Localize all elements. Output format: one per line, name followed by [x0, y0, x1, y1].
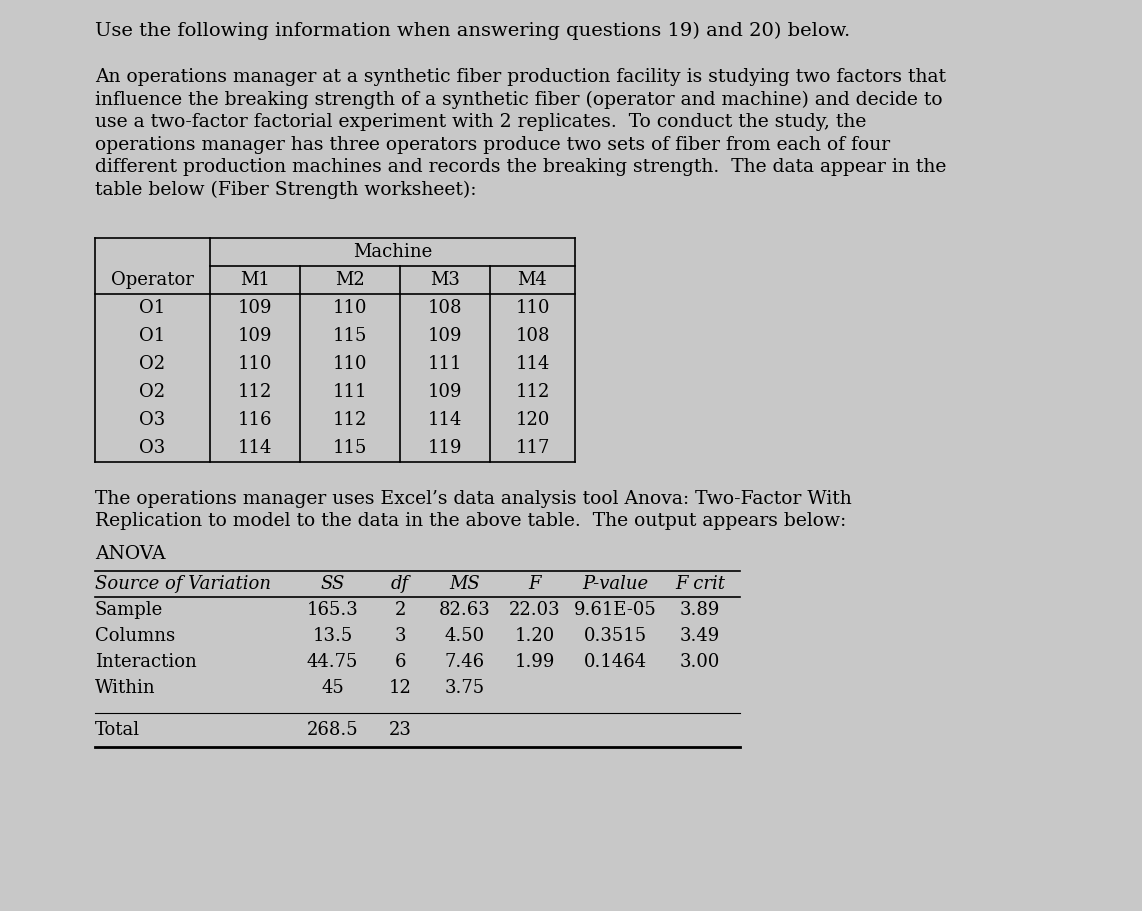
Text: An operations manager at a synthetic fiber production facility is studying two f: An operations manager at a synthetic fib…	[95, 68, 946, 86]
Text: Interaction: Interaction	[95, 653, 196, 671]
Text: F: F	[529, 575, 541, 593]
Text: O1: O1	[139, 299, 166, 317]
Text: M4: M4	[517, 271, 547, 289]
Text: O1: O1	[139, 327, 166, 345]
Text: 44.75: 44.75	[307, 653, 359, 671]
Text: 1.99: 1.99	[515, 653, 555, 671]
Text: use a two-factor factorial experiment with 2 replicates.  To conduct the study, : use a two-factor factorial experiment wi…	[95, 113, 867, 131]
Text: 108: 108	[428, 299, 463, 317]
Text: table below (Fiber Strength worksheet):: table below (Fiber Strength worksheet):	[95, 180, 476, 199]
Text: M3: M3	[431, 271, 460, 289]
Text: Columns: Columns	[95, 627, 175, 645]
Text: 109: 109	[428, 327, 463, 345]
Text: O3: O3	[139, 439, 166, 457]
Text: F crit: F crit	[675, 575, 725, 593]
Text: 115: 115	[332, 327, 368, 345]
Text: 23: 23	[388, 721, 411, 739]
Text: 3.89: 3.89	[679, 601, 721, 619]
Text: influence the breaking strength of a synthetic fiber (operator and machine) and : influence the breaking strength of a syn…	[95, 90, 942, 108]
Text: 9.61E-05: 9.61E-05	[573, 601, 657, 619]
Text: 114: 114	[515, 355, 549, 373]
Text: 3.75: 3.75	[445, 679, 485, 697]
Text: 117: 117	[515, 439, 549, 457]
Text: O3: O3	[139, 411, 166, 429]
Text: ANOVA: ANOVA	[95, 545, 166, 563]
Text: Sample: Sample	[95, 601, 163, 619]
Text: 111: 111	[428, 355, 463, 373]
Text: M1: M1	[240, 271, 270, 289]
Text: 45: 45	[321, 679, 344, 697]
Text: 112: 112	[238, 383, 272, 401]
Text: SS: SS	[320, 575, 345, 593]
Text: 109: 109	[238, 299, 272, 317]
Text: 268.5: 268.5	[307, 721, 359, 739]
Text: MS: MS	[450, 575, 481, 593]
Text: 12: 12	[388, 679, 411, 697]
Text: O2: O2	[139, 383, 166, 401]
Text: 112: 112	[332, 411, 368, 429]
Text: 0.1464: 0.1464	[584, 653, 646, 671]
Text: 13.5: 13.5	[313, 627, 353, 645]
Text: 108: 108	[515, 327, 549, 345]
Text: 116: 116	[238, 411, 272, 429]
Text: 111: 111	[332, 383, 368, 401]
Text: 4.50: 4.50	[445, 627, 485, 645]
Text: P-value: P-value	[582, 575, 648, 593]
Text: O2: O2	[139, 355, 166, 373]
Text: Machine: Machine	[353, 243, 432, 261]
Text: 119: 119	[428, 439, 463, 457]
Text: 7.46: 7.46	[445, 653, 485, 671]
Text: Within: Within	[95, 679, 155, 697]
Text: Source of Variation: Source of Variation	[95, 575, 271, 593]
Text: 114: 114	[428, 411, 463, 429]
Text: Replication to model to the data in the above table.  The output appears below:: Replication to model to the data in the …	[95, 513, 846, 530]
Text: df: df	[391, 575, 409, 593]
Text: 82.63: 82.63	[440, 601, 491, 619]
Text: 3: 3	[394, 627, 405, 645]
Text: 110: 110	[332, 355, 368, 373]
Text: 165.3: 165.3	[306, 601, 359, 619]
Text: 109: 109	[238, 327, 272, 345]
Text: 110: 110	[515, 299, 549, 317]
Text: 6: 6	[394, 653, 405, 671]
Text: 120: 120	[515, 411, 549, 429]
Text: M2: M2	[335, 271, 365, 289]
Text: 110: 110	[332, 299, 368, 317]
Text: Use the following information when answering questions 19) and 20) below.: Use the following information when answe…	[95, 22, 851, 40]
Text: 0.3515: 0.3515	[584, 627, 646, 645]
Text: 112: 112	[515, 383, 549, 401]
Text: 109: 109	[428, 383, 463, 401]
Text: The operations manager uses Excel’s data analysis tool Anova: Two-Factor With: The operations manager uses Excel’s data…	[95, 490, 852, 508]
Text: 3.49: 3.49	[679, 627, 721, 645]
Text: Total: Total	[95, 721, 140, 739]
Text: 22.03: 22.03	[509, 601, 561, 619]
Text: operations manager has three operators produce two sets of fiber from each of fo: operations manager has three operators p…	[95, 136, 890, 153]
Text: different production machines and records the breaking strength.  The data appea: different production machines and record…	[95, 158, 947, 176]
Text: 110: 110	[238, 355, 272, 373]
Text: Operator: Operator	[111, 271, 194, 289]
Text: 1.20: 1.20	[515, 627, 555, 645]
Text: 114: 114	[238, 439, 272, 457]
Text: 3.00: 3.00	[679, 653, 721, 671]
Text: 115: 115	[332, 439, 368, 457]
Text: 2: 2	[394, 601, 405, 619]
